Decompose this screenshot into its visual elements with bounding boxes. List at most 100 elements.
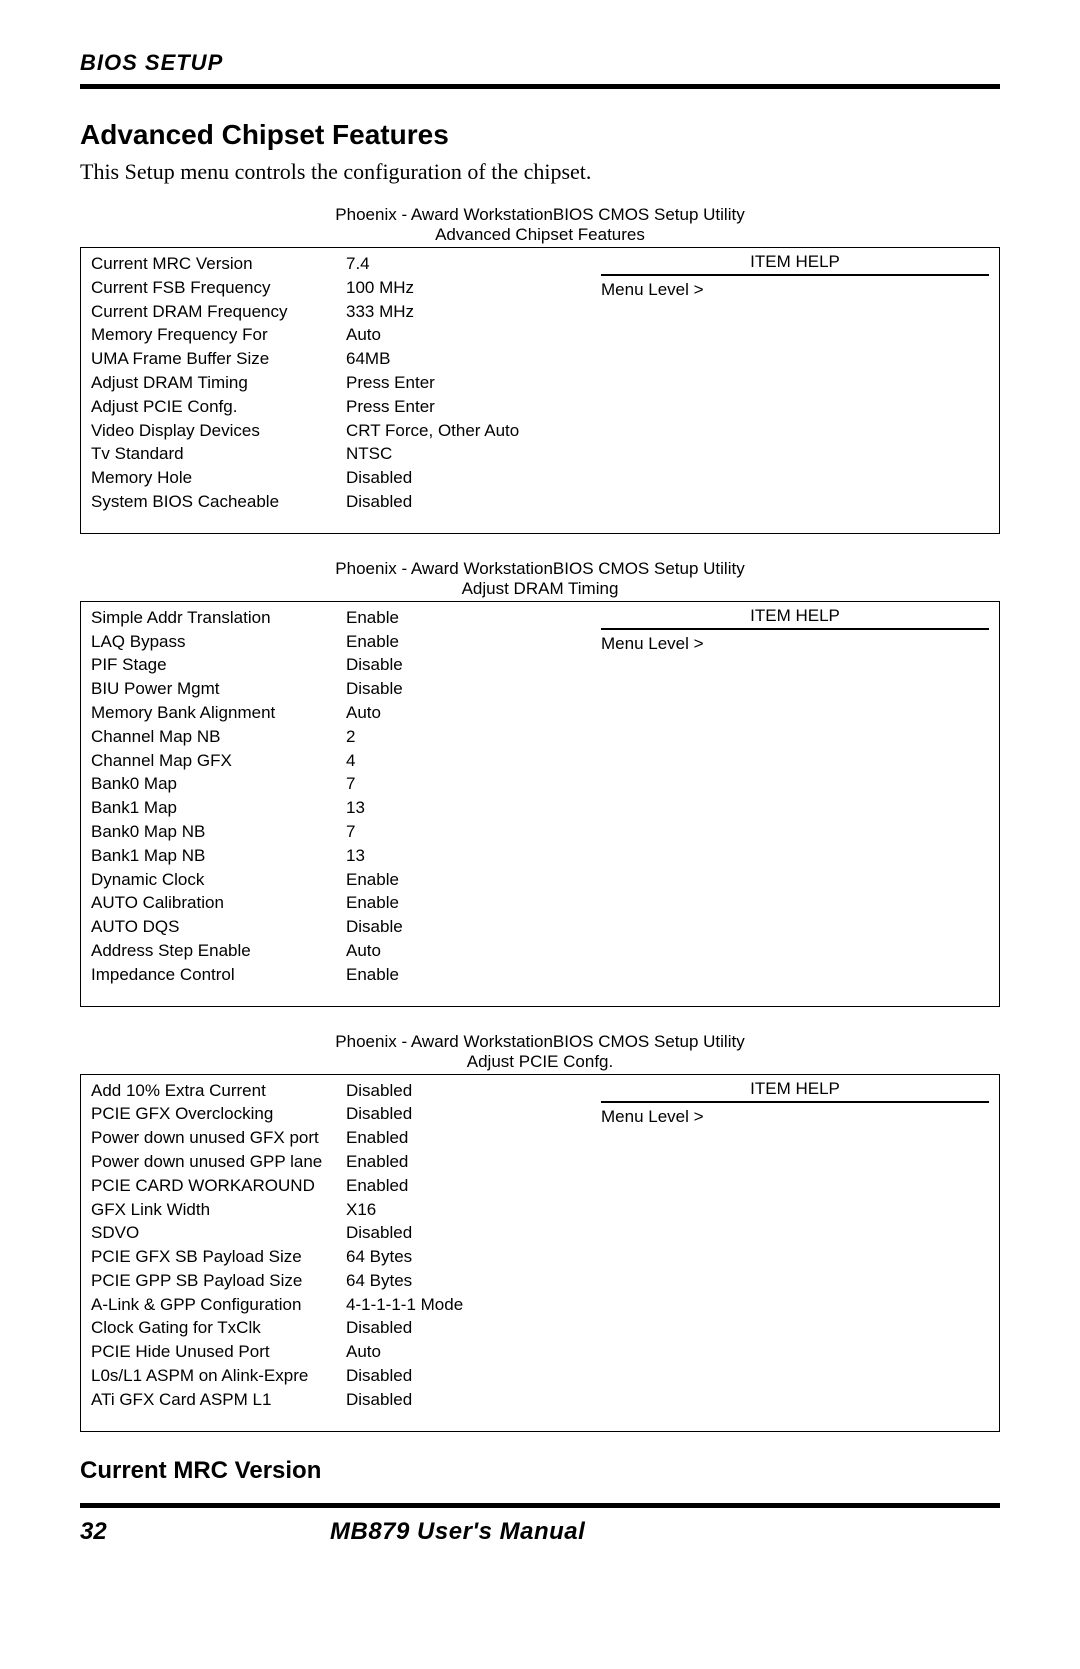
bios-row-label: Bank1 Map NB: [91, 844, 346, 868]
bios-row-value: Disabled: [346, 1364, 581, 1388]
bios-row: Memory Bank AlignmentAuto: [91, 701, 581, 725]
bios-row-value: 4-1-1-1-1 Mode: [346, 1293, 581, 1317]
bios-row-label: PCIE GPP SB Payload Size: [91, 1269, 346, 1293]
bios-row-value: 13: [346, 844, 581, 868]
bios-row-value: Enable: [346, 630, 581, 654]
bios-box1-menu-level: Menu Level >: [601, 280, 989, 300]
bios-row-value: Enabled: [346, 1126, 581, 1150]
bios-row: Power down unused GPP laneEnabled: [91, 1150, 581, 1174]
bios-row-label: Bank1 Map: [91, 796, 346, 820]
bios-row: Channel Map NB2: [91, 725, 581, 749]
bios-row-value: NTSC: [346, 442, 581, 466]
bios-box3-left-panel: Add 10% Extra CurrentDisabledPCIE GFX Ov…: [81, 1075, 591, 1416]
bios-row-label: Impedance Control: [91, 963, 346, 987]
bios-row-value: 100 MHz: [346, 276, 581, 300]
bios-row-value: Disabled: [346, 466, 581, 490]
divider-rule: [80, 84, 1000, 89]
bios-row-label: LAQ Bypass: [91, 630, 346, 654]
bios-row-value: 4: [346, 749, 581, 773]
bios-row-label: Memory Hole: [91, 466, 346, 490]
bios-row-label: PCIE GFX SB Payload Size: [91, 1245, 346, 1269]
bios-row: Bank0 Map NB7: [91, 820, 581, 844]
bios-row: Adjust PCIE Confg.Press Enter: [91, 395, 581, 419]
bios-row-label: Power down unused GFX port: [91, 1126, 346, 1150]
bios-row-value: 7: [346, 772, 581, 796]
bios-row-label: Memory Bank Alignment: [91, 701, 346, 725]
bios-row-label: Memory Frequency For: [91, 323, 346, 347]
bios-row: Current FSB Frequency100 MHz: [91, 276, 581, 300]
bios-row-label: UMA Frame Buffer Size: [91, 347, 346, 371]
bios-setup-label: BIOS SETUP: [80, 50, 1000, 76]
bios-row-value: 64 Bytes: [346, 1245, 581, 1269]
bios-box2-subtitle: Adjust DRAM Timing: [80, 579, 1000, 599]
bios-row-label: Current DRAM Frequency: [91, 300, 346, 324]
bios-box3-table: Add 10% Extra CurrentDisabledPCIE GFX Ov…: [80, 1074, 1000, 1432]
bios-row: Current DRAM Frequency333 MHz: [91, 300, 581, 324]
bios-row: PCIE CARD WORKAROUNDEnabled: [91, 1174, 581, 1198]
page-footer: 32 MB879 User's Manual: [80, 1518, 1000, 1546]
bios-row-value: Press Enter: [346, 395, 581, 419]
bios-row-value: Press Enter: [346, 371, 581, 395]
sub-heading: Current MRC Version: [80, 1457, 1000, 1485]
bios-box3-title: Phoenix - Award WorkstationBIOS CMOS Set…: [80, 1032, 1000, 1052]
bios-row: LAQ BypassEnable: [91, 630, 581, 654]
bios-row-value: Disabled: [346, 1316, 581, 1340]
bios-box-advanced-chipset: Phoenix - Award WorkstationBIOS CMOS Set…: [80, 205, 1000, 534]
bios-row: A-Link & GPP Configuration4-1-1-1-1 Mode: [91, 1293, 581, 1317]
bios-row: Add 10% Extra CurrentDisabled: [91, 1079, 581, 1103]
bios-box2-item-help: ITEM HELP: [601, 606, 989, 626]
bios-row: PCIE GFX SB Payload Size64 Bytes: [91, 1245, 581, 1269]
bios-row-value: 7: [346, 820, 581, 844]
manual-title: MB879 User's Manual: [330, 1518, 585, 1546]
bios-row: Adjust DRAM TimingPress Enter: [91, 371, 581, 395]
bios-box2-title: Phoenix - Award WorkstationBIOS CMOS Set…: [80, 559, 1000, 579]
bios-box1-item-help: ITEM HELP: [601, 252, 989, 272]
bios-row: Current MRC Version7.4: [91, 252, 581, 276]
bios-row-label: ATi GFX Card ASPM L1: [91, 1388, 346, 1412]
bios-row-label: Current FSB Frequency: [91, 276, 346, 300]
divider-rule-bottom: [80, 1503, 1000, 1508]
bios-box2-menu-level: Menu Level >: [601, 634, 989, 654]
bios-row: Address Step EnableAuto: [91, 939, 581, 963]
bios-row: Channel Map GFX4: [91, 749, 581, 773]
bios-row-value: Enabled: [346, 1150, 581, 1174]
bios-row: Tv StandardNTSC: [91, 442, 581, 466]
bios-row-label: Video Display Devices: [91, 419, 346, 443]
bios-row: ATi GFX Card ASPM L1Disabled: [91, 1388, 581, 1412]
bios-box2-help-divider: [601, 628, 989, 630]
bios-row: Memory HoleDisabled: [91, 466, 581, 490]
bios-row: AUTO DQSDisable: [91, 915, 581, 939]
bios-row: PCIE GPP SB Payload Size64 Bytes: [91, 1269, 581, 1293]
bios-row-value: 7.4: [346, 252, 581, 276]
bios-row-label: Dynamic Clock: [91, 868, 346, 892]
bios-row-label: GFX Link Width: [91, 1198, 346, 1222]
bios-row: Bank0 Map7: [91, 772, 581, 796]
bios-row-value: Disabled: [346, 1221, 581, 1245]
bios-row: SDVODisabled: [91, 1221, 581, 1245]
header-section: BIOS SETUP: [80, 50, 1000, 76]
bios-row: Dynamic ClockEnable: [91, 868, 581, 892]
bios-box3-help-divider: [601, 1101, 989, 1103]
bios-row-value: 13: [346, 796, 581, 820]
bios-row: Power down unused GFX portEnabled: [91, 1126, 581, 1150]
bios-row-value: Auto: [346, 701, 581, 725]
bios-row-label: PIF Stage: [91, 653, 346, 677]
bios-row-label: L0s/L1 ASPM on Alink-Expre: [91, 1364, 346, 1388]
bios-row: Impedance ControlEnable: [91, 963, 581, 987]
bios-row: L0s/L1 ASPM on Alink-ExpreDisabled: [91, 1364, 581, 1388]
bios-row-value: Disable: [346, 915, 581, 939]
page-number: 32: [80, 1518, 330, 1546]
bios-row: System BIOS CacheableDisabled: [91, 490, 581, 514]
bios-box1-title: Phoenix - Award WorkstationBIOS CMOS Set…: [80, 205, 1000, 225]
bios-row-value: Auto: [346, 939, 581, 963]
description-text: This Setup menu controls the configurati…: [80, 159, 1000, 185]
bios-row: Simple Addr TranslationEnable: [91, 606, 581, 630]
bios-box-dram-timing: Phoenix - Award WorkstationBIOS CMOS Set…: [80, 559, 1000, 1007]
bios-row-label: AUTO DQS: [91, 915, 346, 939]
bios-row-value: Enabled: [346, 1174, 581, 1198]
bios-row: PCIE Hide Unused PortAuto: [91, 1340, 581, 1364]
bios-row-value: Enable: [346, 891, 581, 915]
bios-row-value: Disabled: [346, 1102, 581, 1126]
bios-row-value: X16: [346, 1198, 581, 1222]
bios-row-value: 64MB: [346, 347, 581, 371]
